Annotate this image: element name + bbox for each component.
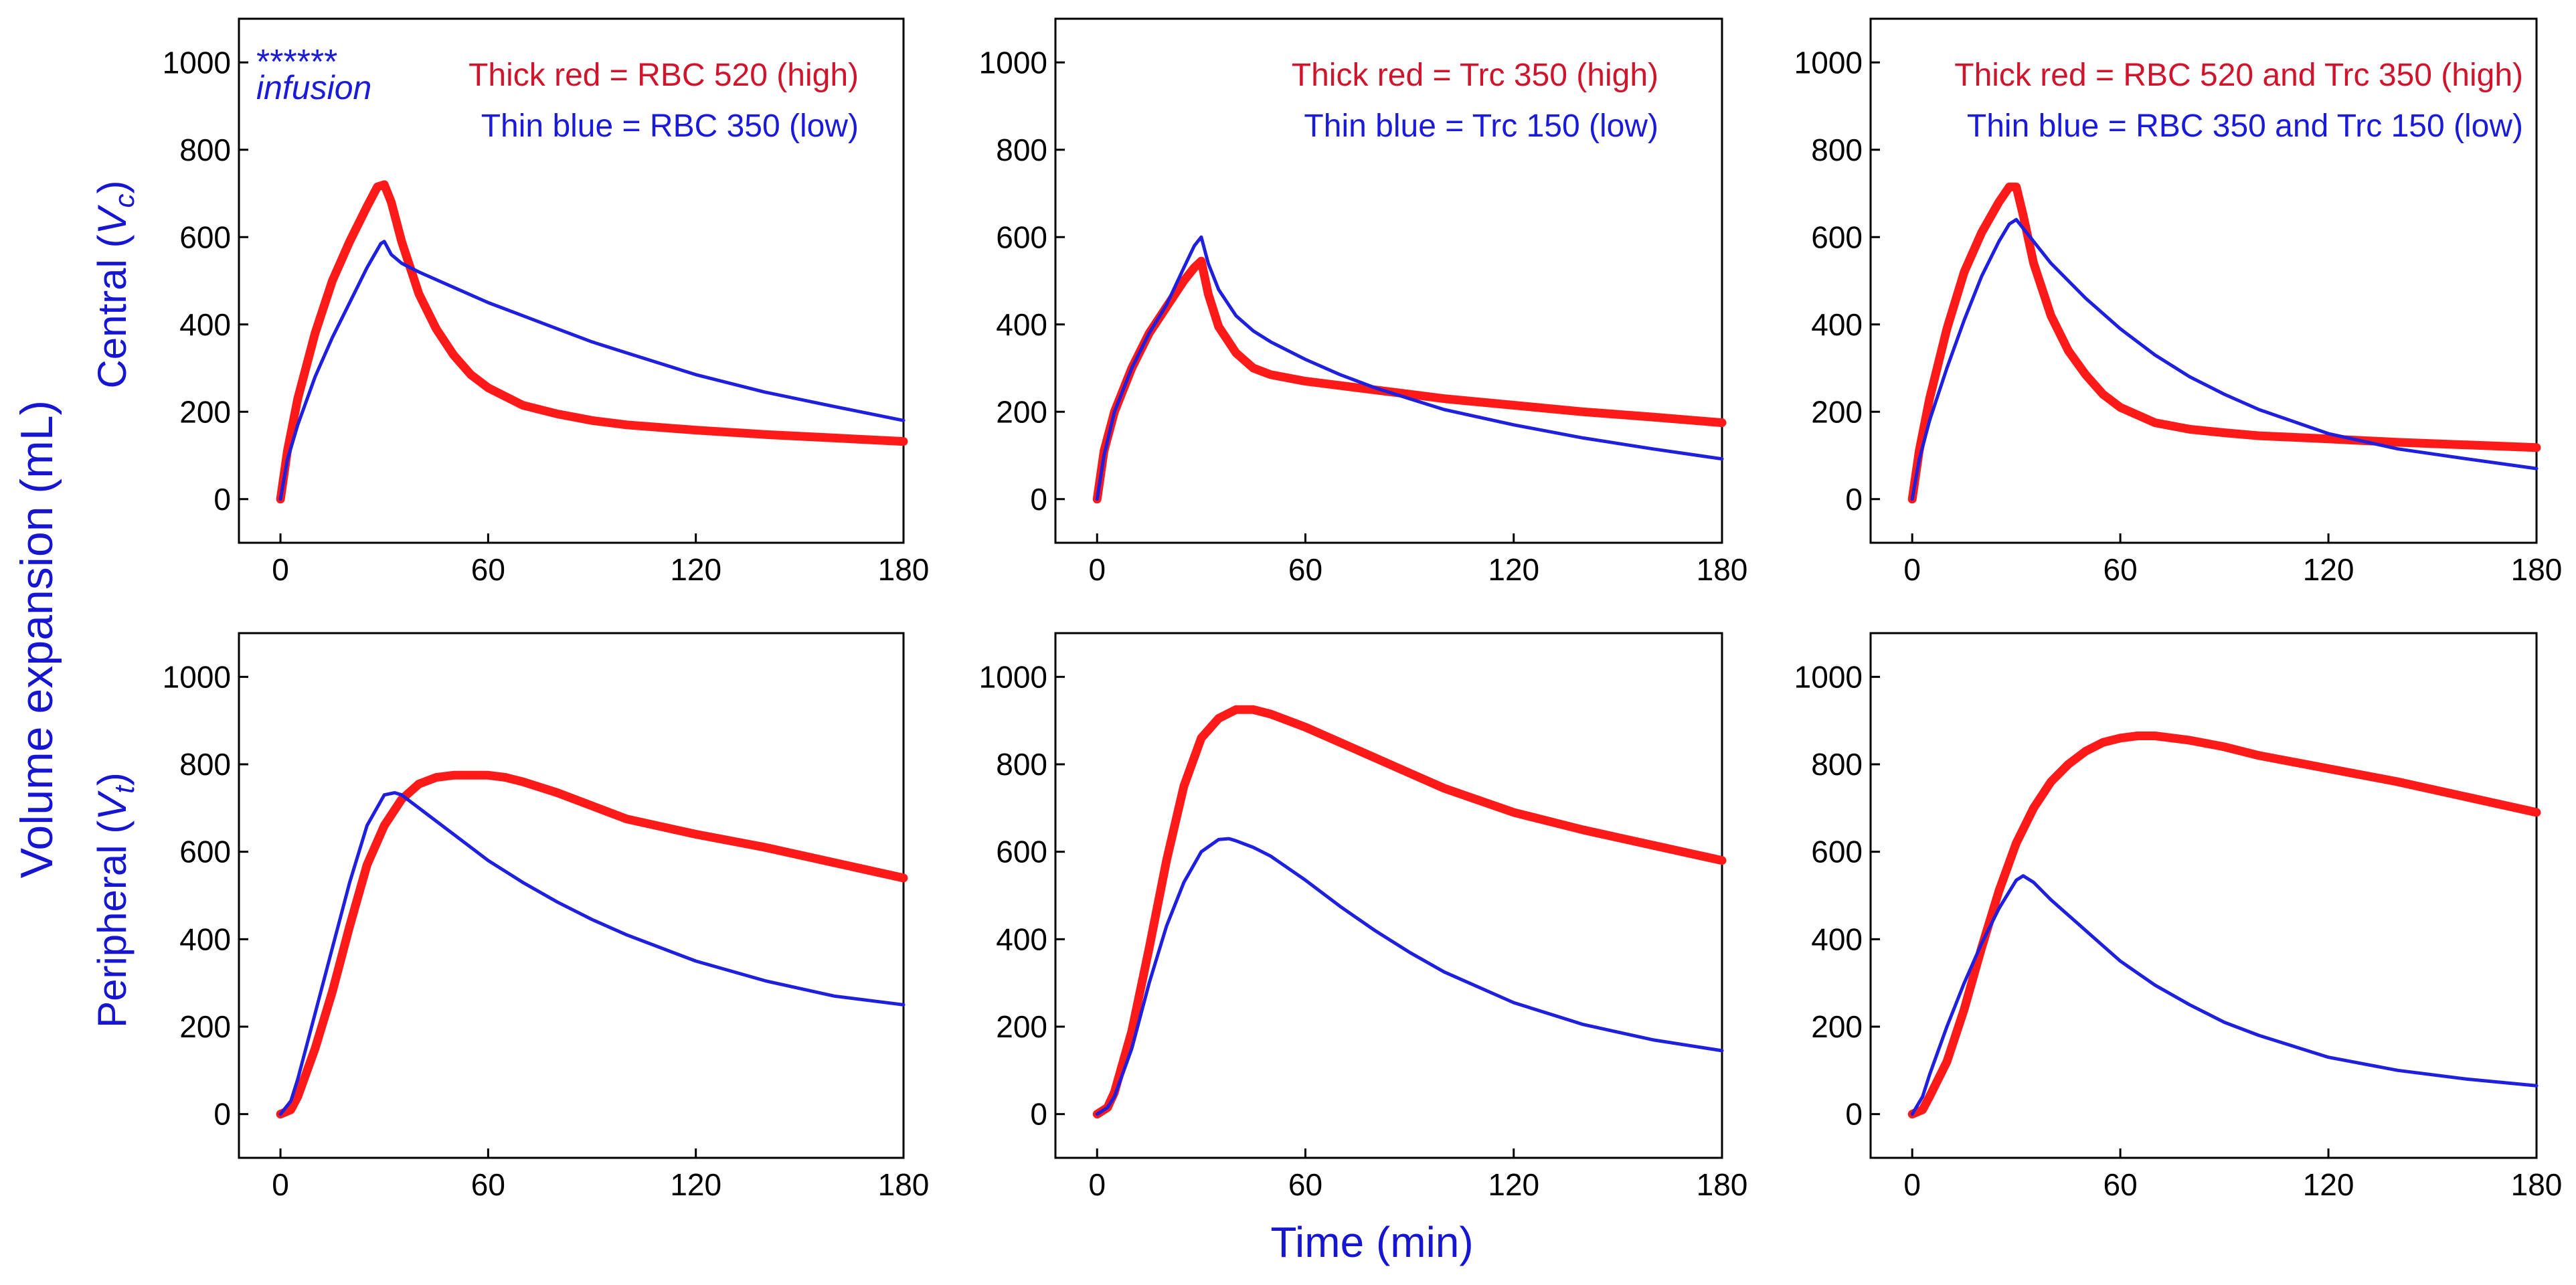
x-tick-label: 180 — [2511, 552, 2563, 587]
panel-4: 0 200 400 600 800 1000 0 60 120 180 — [163, 632, 930, 1202]
row-label-central: Central (Vc) — [90, 180, 140, 388]
series-low-line — [1910, 874, 2539, 1116]
y-tick-label: 1000 — [1794, 659, 1863, 694]
panel-1: 0 200 400 600 800 1000 0 60 120 180 Thick red = RB… — [163, 17, 930, 587]
legend-entry-low: Thin blue = Trc 150 (low) — [1304, 108, 1658, 144]
series-low-line — [1095, 837, 1724, 1116]
x-tick-label: 60 — [1288, 552, 1322, 587]
y-tick-label: 200 — [179, 394, 231, 429]
y-tick-label: 1000 — [979, 659, 1047, 694]
y-tick-label: 1000 — [163, 659, 231, 694]
series-high-line — [1907, 732, 2541, 1119]
legend-entry-low: Thin blue = RBC 350 (low) — [481, 108, 859, 144]
y-tick-label: 0 — [213, 1097, 231, 1132]
series-low-line — [278, 240, 906, 501]
plot-frame — [1054, 17, 1723, 544]
y-tick-label: 600 — [1811, 835, 1863, 869]
x-tick-label: 120 — [2303, 1167, 2354, 1202]
y-tick-label: 800 — [179, 747, 231, 782]
row-label-peripheral: Peripheral (Vt) — [90, 772, 140, 1028]
x-tick-label: 180 — [878, 552, 930, 587]
x-tick-label: 180 — [2511, 1167, 2563, 1202]
y-tick-label: 0 — [1030, 482, 1047, 517]
y-tick-label: 0 — [1030, 1097, 1047, 1132]
y-tick-label: 200 — [1811, 1009, 1863, 1044]
legend-entry-low: Thin blue = RBC 350 and Trc 150 (low) — [1967, 108, 2523, 144]
plot-frame — [238, 632, 905, 1159]
x-tick-label: 60 — [2103, 552, 2138, 587]
legend-entry-high: Thick red = RBC 520 (high) — [468, 58, 859, 93]
panel-3: 0 200 400 600 800 1000 0 60 120 180 Thick red = RB… — [1794, 17, 2563, 587]
x-tick-label: 60 — [2103, 1167, 2138, 1202]
y-tick-label: 0 — [1845, 482, 1863, 517]
y-tick-label: 400 — [1811, 922, 1863, 956]
x-axis-title: Time (min) — [1270, 1218, 1473, 1266]
y-tick-label: 800 — [1811, 133, 1863, 167]
y-tick-label: 600 — [996, 220, 1047, 254]
x-tick-label: 120 — [1488, 1167, 1539, 1202]
y-tick-label: 800 — [179, 133, 231, 167]
y-tick-label: 400 — [996, 307, 1047, 342]
x-tick-label: 0 — [1903, 552, 1921, 587]
y-axis-title: Volume expansion (mL) — [11, 400, 62, 878]
y-tick-label: 1000 — [1794, 45, 1863, 80]
x-tick-label: 180 — [878, 1167, 930, 1202]
x-tick-label: 60 — [471, 1167, 505, 1202]
x-tick-label: 120 — [2303, 552, 2354, 587]
x-tick-label: 0 — [1088, 552, 1106, 587]
series-low-line — [278, 791, 906, 1116]
y-tick-label: 400 — [996, 922, 1047, 956]
y-tick-label: 400 — [1811, 307, 1863, 342]
panel-6: 0 200 400 600 800 1000 0 60 120 180 — [1794, 632, 2563, 1202]
y-tick-label: 1000 — [163, 45, 231, 80]
series-low-line — [1910, 218, 2539, 501]
y-tick-label: 800 — [996, 133, 1047, 167]
series-high-line — [1907, 182, 2541, 504]
series-high-line — [1092, 705, 1727, 1119]
x-tick-label: 0 — [272, 552, 289, 587]
x-tick-label: 120 — [1488, 552, 1539, 587]
y-tick-label: 800 — [1811, 747, 1863, 782]
y-tick-label: 800 — [996, 747, 1047, 782]
plot-frame — [238, 17, 905, 544]
y-tick-label: 0 — [213, 482, 231, 517]
y-tick-label: 200 — [996, 394, 1047, 429]
x-tick-label: 120 — [670, 552, 721, 587]
infusion-stars: ****** — [256, 43, 337, 82]
series-high-line — [276, 770, 908, 1119]
y-tick-label: 600 — [1811, 220, 1863, 254]
x-tick-label: 0 — [1903, 1167, 1921, 1202]
plot-frame — [1054, 632, 1723, 1159]
x-tick-label: 60 — [471, 552, 505, 587]
series-high-line — [276, 180, 908, 504]
y-tick-label: 200 — [996, 1009, 1047, 1044]
legend-entry-high: Thick red = RBC 520 and Trc 350 (high) — [1954, 58, 2523, 93]
legend-entry-high: Thick red = Trc 350 (high) — [1292, 58, 1658, 93]
y-tick-label: 600 — [179, 835, 231, 869]
panel-2: 0 200 400 600 800 1000 0 60 120 180 Thick red = Tr… — [979, 17, 1748, 587]
y-tick-label: 0 — [1845, 1097, 1863, 1132]
x-tick-label: 180 — [1697, 552, 1748, 587]
y-tick-label: 400 — [179, 922, 231, 956]
x-tick-label: 120 — [670, 1167, 721, 1202]
plot-frame — [1869, 17, 2538, 544]
x-tick-label: 0 — [272, 1167, 289, 1202]
panel-5: 0 200 400 600 800 1000 0 60 120 180 — [979, 632, 1748, 1202]
y-tick-label: 600 — [179, 220, 231, 254]
series-low-line — [1095, 235, 1724, 501]
infusion-label: infusion — [256, 69, 371, 106]
y-tick-label: 200 — [179, 1009, 231, 1044]
x-tick-label: 180 — [1697, 1167, 1748, 1202]
x-tick-label: 60 — [1288, 1167, 1322, 1202]
y-tick-label: 200 — [1811, 394, 1863, 429]
x-tick-label: 0 — [1088, 1167, 1106, 1202]
y-tick-label: 1000 — [979, 45, 1047, 80]
y-tick-label: 600 — [996, 835, 1047, 869]
plot-frame — [1869, 632, 2538, 1159]
y-tick-label: 400 — [179, 307, 231, 342]
